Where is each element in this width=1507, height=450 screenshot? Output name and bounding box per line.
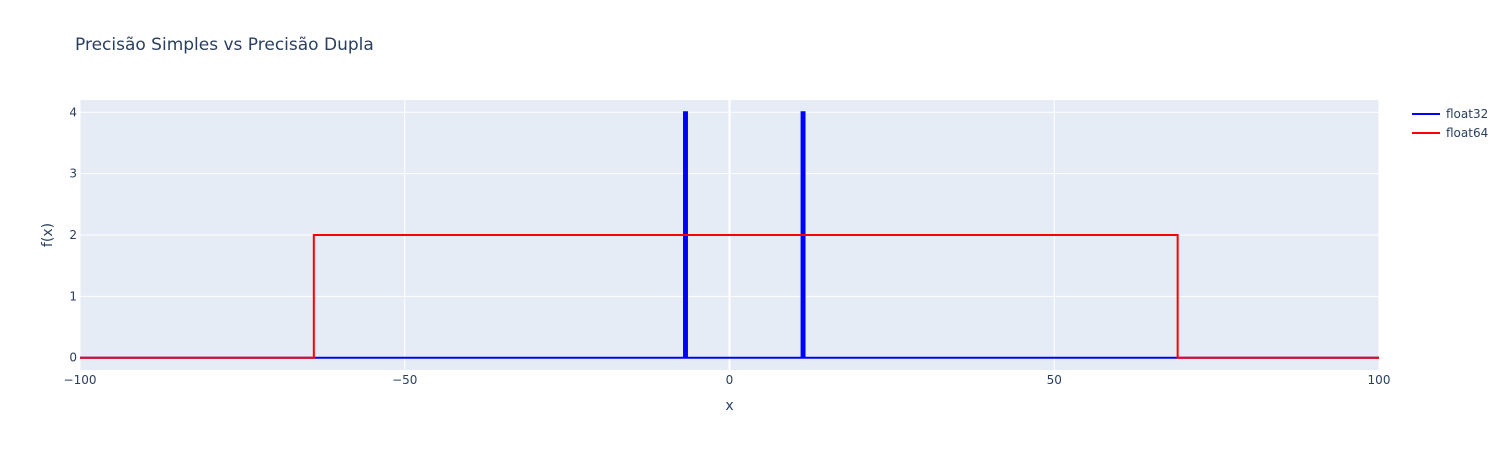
- x-tick-label: −50: [392, 373, 417, 387]
- y-tick-label: 2: [69, 228, 77, 242]
- x-tick-label: 0: [726, 373, 734, 387]
- y-tick-label: 3: [69, 167, 77, 181]
- legend-item-float32[interactable]: float32: [1412, 107, 1488, 121]
- y-tick-label: 0: [69, 351, 77, 365]
- series-lines: [80, 111, 1379, 359]
- y-axis-title: f(x): [40, 223, 56, 247]
- legend[interactable]: float32 float64: [1412, 107, 1488, 140]
- legend-label: float32: [1446, 107, 1488, 121]
- series-line-float64: [80, 234, 1379, 359]
- chart-title: Precisão Simples vs Precisão Dupla: [75, 35, 374, 55]
- x-tick-labels: −100 −50 0 50 100: [64, 373, 1391, 387]
- x-axis-title: x: [725, 398, 733, 414]
- y-tick-label: 1: [69, 289, 77, 303]
- x-tick-label: −100: [64, 373, 97, 387]
- legend-label: float64: [1446, 126, 1488, 140]
- legend-item-float64[interactable]: float64: [1412, 126, 1488, 140]
- y-tick-label: 4: [69, 105, 77, 119]
- x-tick-label: 50: [1047, 373, 1062, 387]
- series-line-float32: [80, 111, 1379, 359]
- y-tick-labels: 0 1 2 3 4: [69, 105, 77, 364]
- x-tick-label: 100: [1368, 373, 1391, 387]
